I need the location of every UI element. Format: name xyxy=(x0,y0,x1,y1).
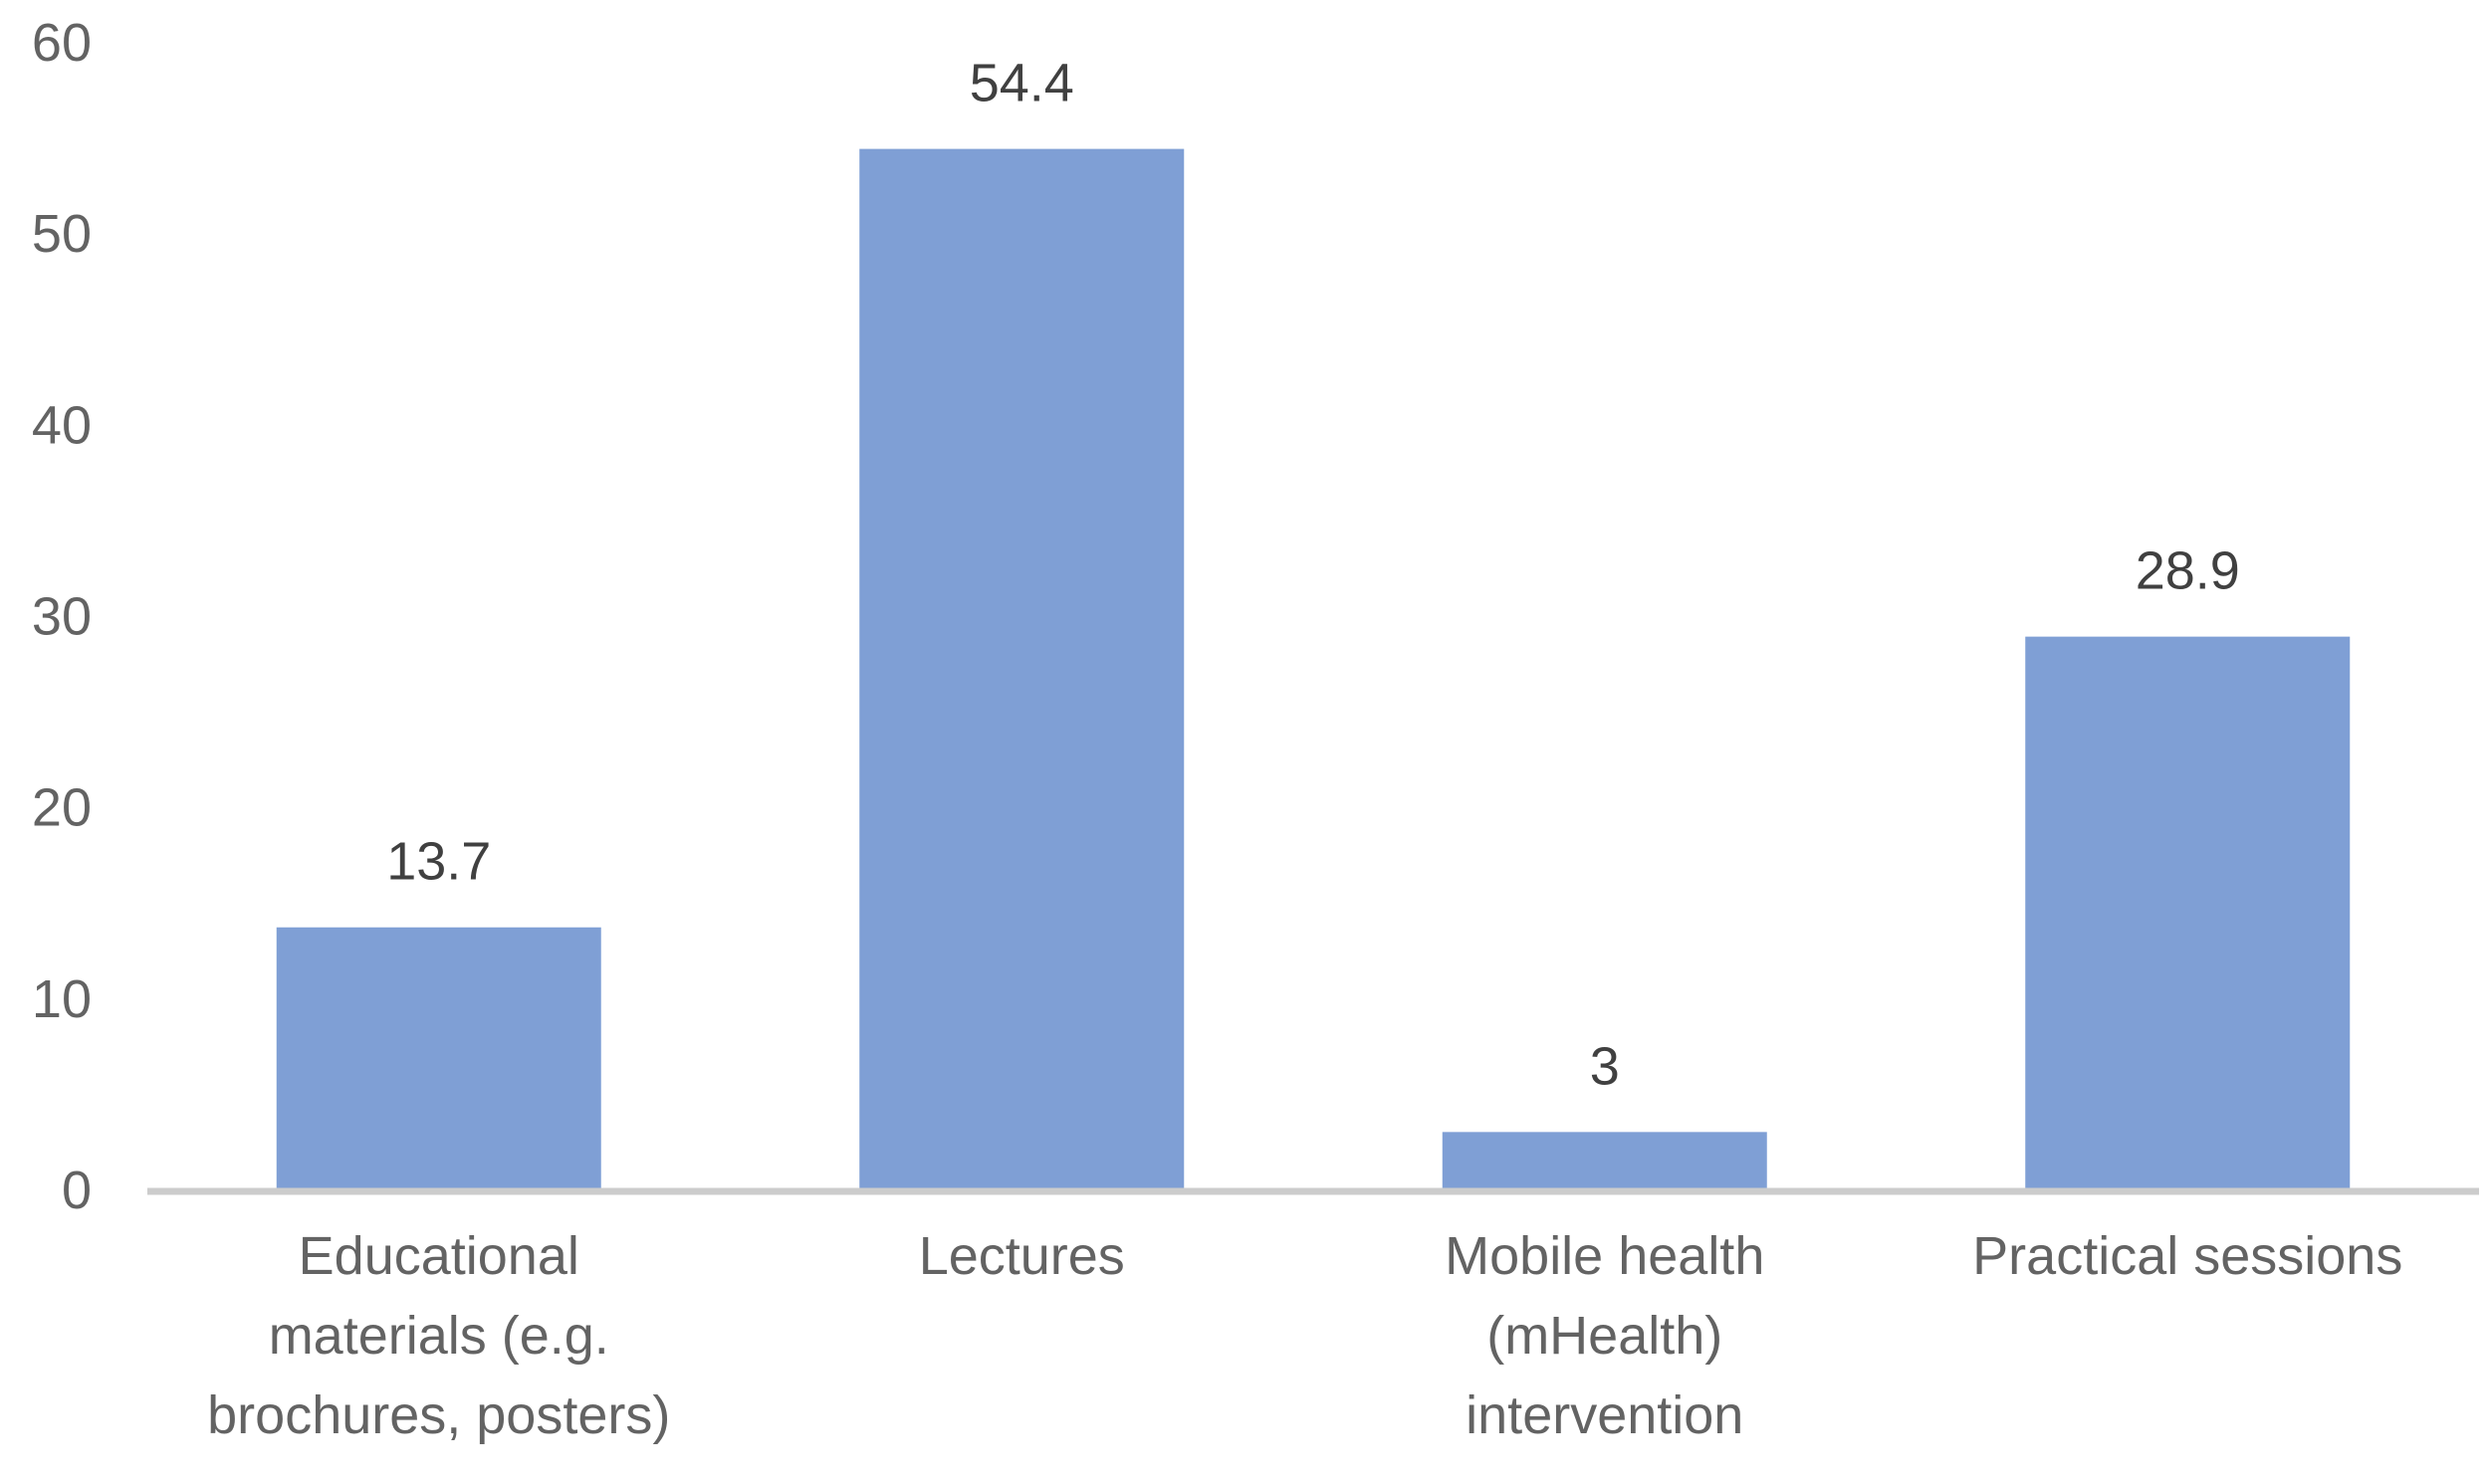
x-tick-label-line: (mHealth) xyxy=(1486,1306,1722,1366)
bar xyxy=(1442,1132,1767,1189)
x-tick-label-line: Practical sessions xyxy=(1972,1226,2402,1286)
y-tick-label: 10 xyxy=(32,969,92,1029)
bar xyxy=(2025,636,2351,1189)
x-tick-label-line: Mobile health xyxy=(1445,1226,1764,1286)
data-label: 3 xyxy=(1590,1036,1620,1096)
data-label: 13.7 xyxy=(386,832,491,892)
x-tick-label: Practical sessions xyxy=(1972,1226,2402,1286)
data-label: 54.4 xyxy=(970,54,1074,113)
x-tick-label-line: materials (e.g. xyxy=(269,1306,609,1366)
data-label: 28.9 xyxy=(2136,541,2240,601)
bar-series xyxy=(276,148,2351,1190)
bar xyxy=(276,927,601,1189)
x-axis: Educational materials (e.g. brochures, pos… xyxy=(207,1226,2402,1445)
y-tick-label: 40 xyxy=(32,395,92,455)
bar xyxy=(859,148,1185,1190)
y-tick-label: 60 xyxy=(32,13,92,73)
x-tick-label-line: Educational xyxy=(299,1226,579,1286)
x-tick-label-line: brochures, posters) xyxy=(207,1385,670,1445)
y-tick-label: 0 xyxy=(62,1161,92,1220)
x-tick-label-line: Lectures xyxy=(919,1226,1125,1286)
y-tick-label: 20 xyxy=(32,778,92,838)
x-tick-label: Lectures xyxy=(919,1226,1125,1286)
data-labels: 13.7 54.4 3 28.9 xyxy=(386,54,2240,1097)
y-tick-label: 30 xyxy=(32,587,92,647)
x-tick-label: Educational materials (e.g. brochures, pos… xyxy=(207,1226,670,1445)
y-tick-label: 50 xyxy=(32,204,92,264)
y-axis: 0 10 20 30 40 50 60 xyxy=(32,13,92,1220)
x-tick-label-line: intervention xyxy=(1466,1385,1743,1445)
x-tick-label: Mobile health (mHealth) intervention xyxy=(1445,1226,1764,1445)
